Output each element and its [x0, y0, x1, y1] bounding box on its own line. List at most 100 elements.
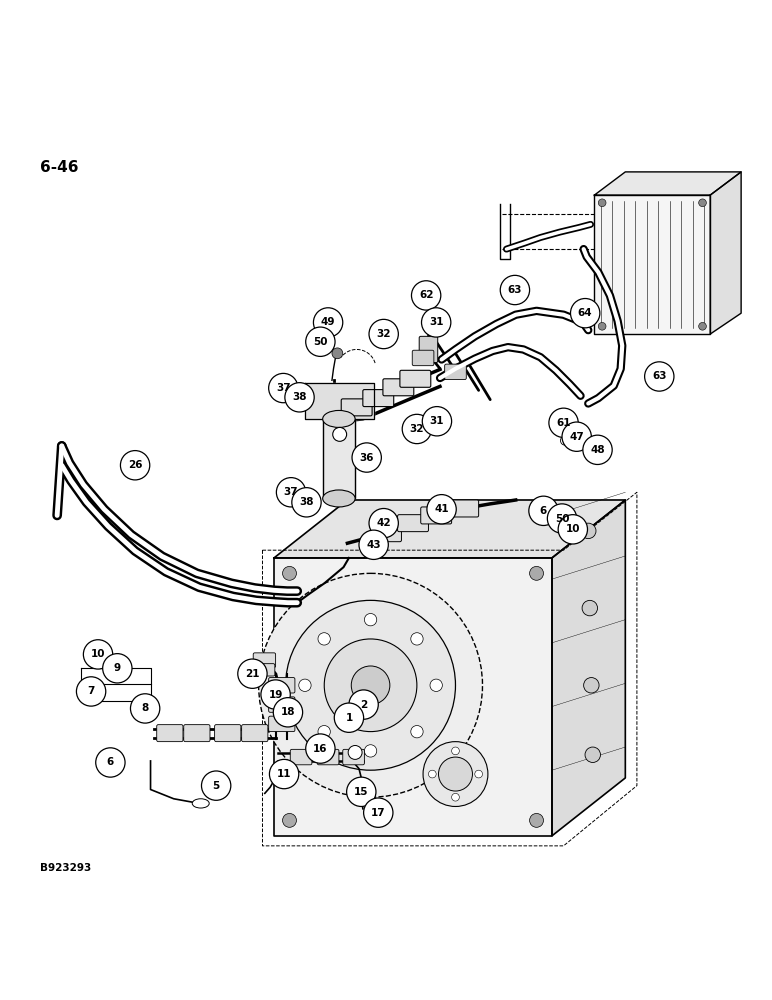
Circle shape [558, 515, 587, 544]
Circle shape [699, 199, 706, 207]
Circle shape [549, 408, 578, 437]
Text: 21: 21 [245, 669, 259, 679]
FancyBboxPatch shape [421, 507, 452, 524]
Circle shape [363, 536, 375, 549]
Circle shape [560, 436, 570, 445]
Circle shape [348, 745, 362, 759]
Circle shape [369, 319, 398, 349]
Text: 64: 64 [578, 308, 592, 318]
Circle shape [306, 734, 335, 763]
Circle shape [411, 281, 441, 310]
Circle shape [286, 600, 455, 770]
Circle shape [428, 770, 436, 778]
Circle shape [369, 508, 398, 538]
Circle shape [351, 666, 390, 705]
Text: 6: 6 [107, 757, 114, 767]
Circle shape [402, 414, 432, 444]
FancyBboxPatch shape [157, 725, 183, 742]
Circle shape [318, 726, 330, 738]
Circle shape [292, 488, 321, 517]
Circle shape [438, 757, 472, 791]
Circle shape [120, 451, 150, 480]
FancyBboxPatch shape [383, 379, 414, 396]
Circle shape [584, 678, 599, 693]
Circle shape [500, 275, 530, 305]
FancyBboxPatch shape [317, 749, 339, 765]
Text: 6-46: 6-46 [40, 160, 79, 175]
Circle shape [581, 523, 596, 539]
FancyBboxPatch shape [341, 399, 372, 416]
FancyBboxPatch shape [419, 336, 438, 363]
FancyBboxPatch shape [269, 716, 295, 732]
FancyBboxPatch shape [253, 653, 276, 668]
Circle shape [283, 566, 296, 580]
Text: 2: 2 [360, 700, 367, 710]
Circle shape [347, 777, 376, 806]
Circle shape [645, 362, 674, 391]
FancyBboxPatch shape [242, 725, 268, 742]
Circle shape [598, 322, 606, 330]
Circle shape [259, 573, 482, 797]
Circle shape [585, 747, 601, 762]
Text: 63: 63 [652, 371, 666, 381]
Circle shape [364, 798, 393, 827]
Text: 26: 26 [128, 460, 142, 470]
Text: 61: 61 [557, 418, 571, 428]
Circle shape [530, 813, 543, 827]
Polygon shape [594, 172, 741, 195]
Polygon shape [323, 419, 355, 498]
Circle shape [332, 348, 343, 359]
Circle shape [324, 639, 417, 732]
Circle shape [571, 299, 600, 328]
Circle shape [422, 407, 452, 436]
Text: 19: 19 [269, 690, 283, 700]
Text: 43: 43 [367, 540, 381, 550]
Circle shape [560, 427, 570, 437]
Circle shape [103, 654, 132, 683]
Circle shape [547, 504, 577, 533]
Polygon shape [552, 500, 625, 836]
FancyBboxPatch shape [290, 749, 312, 765]
Text: 50: 50 [555, 514, 569, 524]
Text: B923293: B923293 [40, 863, 91, 873]
Polygon shape [274, 558, 552, 836]
FancyBboxPatch shape [215, 725, 241, 742]
Text: 16: 16 [313, 744, 327, 754]
FancyBboxPatch shape [255, 664, 275, 676]
FancyBboxPatch shape [448, 500, 479, 517]
Circle shape [334, 703, 364, 732]
Text: 48: 48 [591, 445, 604, 455]
Circle shape [364, 745, 377, 757]
Text: 32: 32 [377, 329, 391, 339]
FancyBboxPatch shape [412, 350, 434, 366]
Polygon shape [305, 383, 374, 419]
Text: 31: 31 [430, 416, 444, 426]
Circle shape [318, 633, 330, 645]
Circle shape [475, 770, 482, 778]
Text: 15: 15 [354, 787, 368, 797]
FancyBboxPatch shape [343, 749, 364, 765]
Circle shape [261, 680, 290, 709]
Polygon shape [710, 172, 741, 334]
Circle shape [530, 566, 543, 580]
Circle shape [285, 383, 314, 412]
Polygon shape [594, 195, 710, 334]
Circle shape [699, 322, 706, 330]
Circle shape [422, 308, 451, 337]
Text: 36: 36 [360, 453, 374, 463]
FancyBboxPatch shape [269, 697, 295, 712]
Circle shape [269, 759, 299, 789]
Circle shape [130, 694, 160, 723]
Text: 11: 11 [277, 769, 291, 779]
Text: 7: 7 [87, 686, 95, 696]
Text: 41: 41 [435, 504, 449, 514]
Circle shape [359, 530, 388, 559]
FancyBboxPatch shape [445, 364, 466, 380]
Text: 10: 10 [91, 649, 105, 659]
Circle shape [299, 679, 311, 691]
Circle shape [313, 308, 343, 337]
Circle shape [430, 679, 442, 691]
Text: 10: 10 [566, 524, 580, 534]
Circle shape [306, 327, 335, 356]
Circle shape [352, 443, 381, 472]
